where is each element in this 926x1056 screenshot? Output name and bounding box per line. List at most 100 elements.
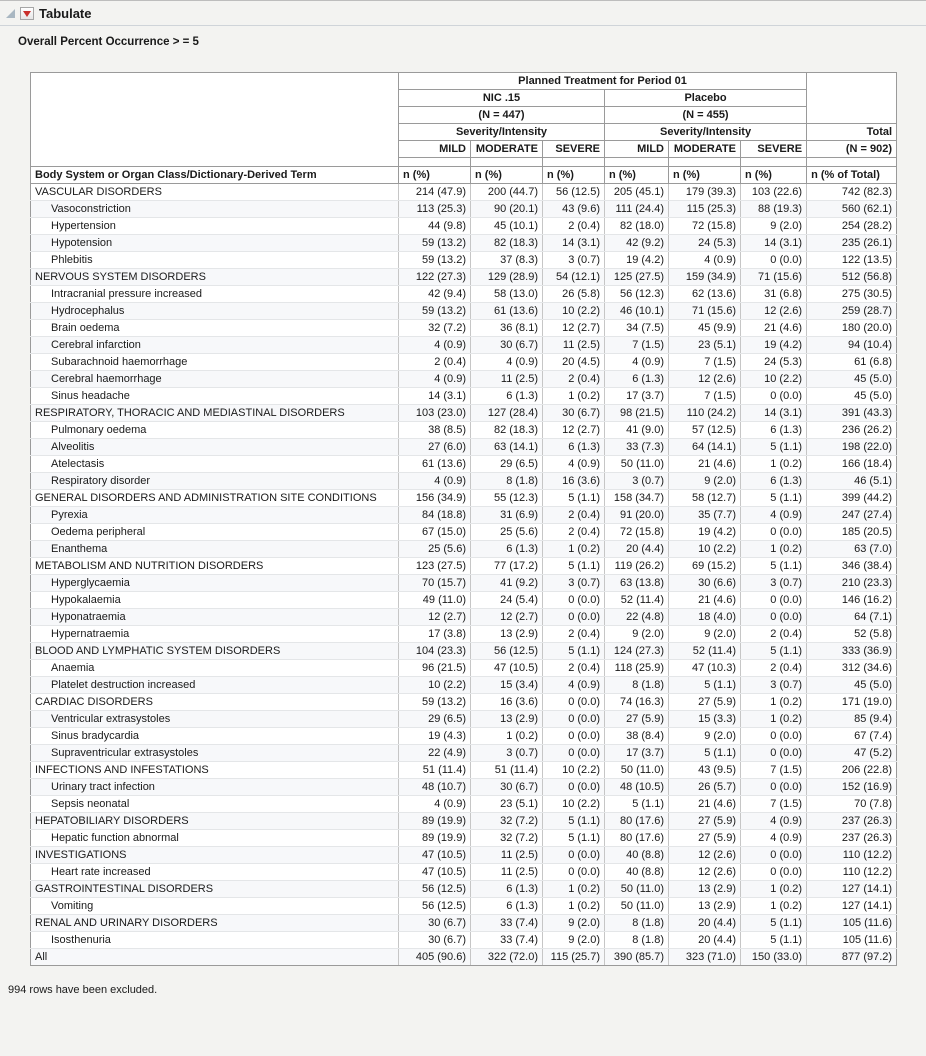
row-label[interactable]: Urinary tract infection [30, 778, 399, 796]
value-cell[interactable]: 11 (2.5) [470, 370, 543, 388]
stat-label[interactable]: n (%) [739, 166, 808, 184]
row-label[interactable]: Vomiting [30, 897, 399, 915]
value-cell[interactable]: 35 (7.7) [668, 506, 741, 524]
value-cell[interactable]: 179 (39.3) [668, 183, 741, 201]
value-cell[interactable]: 0 (0.0) [739, 863, 808, 881]
value-cell[interactable]: 6 (1.3) [470, 387, 543, 405]
value-cell[interactable]: 72 (15.8) [668, 217, 741, 235]
value-cell[interactable]: 26 (5.7) [668, 778, 741, 796]
value-cell[interactable]: 5 (1.1) [668, 676, 741, 694]
value-cell[interactable]: 20 (4.5) [542, 353, 605, 371]
stat-label[interactable]: n (%) [604, 166, 669, 184]
value-cell[interactable]: 27 (5.9) [604, 710, 669, 728]
col-header-n-placebo[interactable]: (N = 455) [603, 106, 808, 124]
value-cell[interactable]: 125 (27.5) [604, 268, 669, 286]
value-cell[interactable]: 40 (8.8) [604, 863, 669, 881]
row-label[interactable]: Cerebral infarction [30, 336, 399, 354]
value-cell[interactable]: 7 (1.5) [739, 761, 808, 779]
stat-label[interactable]: n (%) [398, 166, 471, 184]
value-cell[interactable]: 7 (1.5) [668, 387, 741, 405]
value-cell[interactable]: 54 (12.1) [542, 268, 605, 286]
value-cell[interactable]: 30 (6.7) [542, 404, 605, 422]
value-cell[interactable]: 1 (0.2) [739, 693, 808, 711]
value-cell[interactable]: 71 (15.6) [668, 302, 741, 320]
value-cell[interactable]: 129 (28.9) [470, 268, 543, 286]
value-cell[interactable]: 11 (2.5) [470, 863, 543, 881]
value-cell[interactable]: 52 (11.4) [604, 591, 669, 609]
value-cell[interactable]: 80 (17.6) [604, 829, 669, 847]
value-cell[interactable]: 46 (10.1) [604, 302, 669, 320]
row-label[interactable]: Oedema peripheral [30, 523, 399, 541]
value-cell[interactable]: 15 (3.3) [668, 710, 741, 728]
row-label[interactable]: Respiratory disorder [30, 472, 399, 490]
value-cell[interactable]: 1 (0.2) [739, 710, 808, 728]
value-cell[interactable]: 61 (13.6) [398, 455, 471, 473]
value-cell[interactable]: 20 (4.4) [668, 914, 741, 932]
value-cell[interactable]: 9 (2.0) [604, 625, 669, 643]
value-cell[interactable]: 50 (11.0) [604, 897, 669, 915]
value-cell[interactable]: 21 (4.6) [739, 319, 808, 337]
value-cell[interactable]: 47 (10.5) [470, 659, 543, 677]
value-cell[interactable]: 1 (0.2) [739, 880, 808, 898]
value-cell[interactable]: 206 (22.8) [806, 761, 898, 779]
row-label[interactable]: GENERAL DISORDERS AND ADMINISTRATION SIT… [30, 489, 399, 507]
value-cell[interactable]: 80 (17.6) [604, 812, 669, 830]
value-cell[interactable]: 10 (2.2) [542, 302, 605, 320]
value-cell[interactable]: 22 (4.8) [604, 608, 669, 626]
value-cell[interactable]: 2 (0.4) [542, 523, 605, 541]
value-cell[interactable]: 27 (5.9) [668, 693, 741, 711]
value-cell[interactable]: 0 (0.0) [739, 727, 808, 745]
value-cell[interactable]: 9 (2.0) [668, 625, 741, 643]
value-cell[interactable]: 104 (23.3) [398, 642, 471, 660]
value-cell[interactable]: 82 (18.3) [470, 421, 543, 439]
row-label[interactable]: Alveolitis [30, 438, 399, 456]
value-cell[interactable]: 74 (16.3) [604, 693, 669, 711]
value-cell[interactable]: 9 (2.0) [668, 472, 741, 490]
value-cell[interactable]: 23 (5.1) [668, 336, 741, 354]
value-cell[interactable]: 8 (1.8) [604, 676, 669, 694]
value-cell[interactable]: 43 (9.6) [542, 200, 605, 218]
value-cell[interactable]: 123 (27.5) [398, 557, 471, 575]
value-cell[interactable]: 2 (0.4) [542, 659, 605, 677]
value-cell[interactable]: 185 (20.5) [806, 523, 898, 541]
value-cell[interactable]: 110 (24.2) [668, 404, 741, 422]
value-cell[interactable]: 6 (1.3) [542, 438, 605, 456]
value-cell[interactable]: 71 (15.6) [739, 268, 808, 286]
value-cell[interactable]: 159 (34.9) [668, 268, 741, 286]
value-cell[interactable]: 29 (6.5) [398, 710, 471, 728]
row-label[interactable]: Hepatic function abnormal [30, 829, 399, 847]
row-label[interactable]: Brain oedema [30, 319, 399, 337]
value-cell[interactable]: 84 (18.8) [398, 506, 471, 524]
value-cell[interactable]: 5 (1.1) [739, 438, 808, 456]
value-cell[interactable]: 21 (4.6) [668, 591, 741, 609]
value-cell[interactable]: 5 (1.1) [739, 642, 808, 660]
value-cell[interactable]: 9 (2.0) [542, 931, 605, 949]
value-cell[interactable]: 119 (26.2) [604, 557, 669, 575]
col-header-total-n[interactable]: (N = 902) [806, 140, 898, 158]
value-cell[interactable]: 59 (13.2) [398, 251, 471, 269]
value-cell[interactable]: 70 (7.8) [806, 795, 898, 813]
value-cell[interactable]: 19 (4.2) [604, 251, 669, 269]
value-cell[interactable]: 405 (90.6) [398, 948, 471, 966]
value-cell[interactable]: 45 (5.0) [806, 370, 898, 388]
value-cell[interactable]: 85 (9.4) [806, 710, 898, 728]
value-cell[interactable]: 20 (4.4) [668, 931, 741, 949]
value-cell[interactable]: 512 (56.8) [806, 268, 898, 286]
disclosure-triangle-icon[interactable] [6, 8, 15, 18]
row-label[interactable]: Hypotension [30, 234, 399, 252]
value-cell[interactable]: 10 (2.2) [542, 761, 605, 779]
row-label[interactable]: Supraventricular extrasystoles [30, 744, 399, 762]
value-cell[interactable]: 4 (0.9) [604, 353, 669, 371]
value-cell[interactable]: 14 (3.1) [398, 387, 471, 405]
value-cell[interactable]: 49 (11.0) [398, 591, 471, 609]
value-cell[interactable]: 1 (0.2) [542, 897, 605, 915]
value-cell[interactable]: 34 (7.5) [604, 319, 669, 337]
value-cell[interactable]: 12 (2.6) [668, 863, 741, 881]
value-cell[interactable]: 56 (12.5) [398, 897, 471, 915]
value-cell[interactable]: 200 (44.7) [470, 183, 543, 201]
value-cell[interactable]: 12 (2.7) [542, 421, 605, 439]
value-cell[interactable]: 18 (4.0) [668, 608, 741, 626]
value-cell[interactable]: 127 (14.1) [806, 897, 898, 915]
value-cell[interactable]: 82 (18.3) [470, 234, 543, 252]
value-cell[interactable]: 214 (47.9) [398, 183, 471, 201]
